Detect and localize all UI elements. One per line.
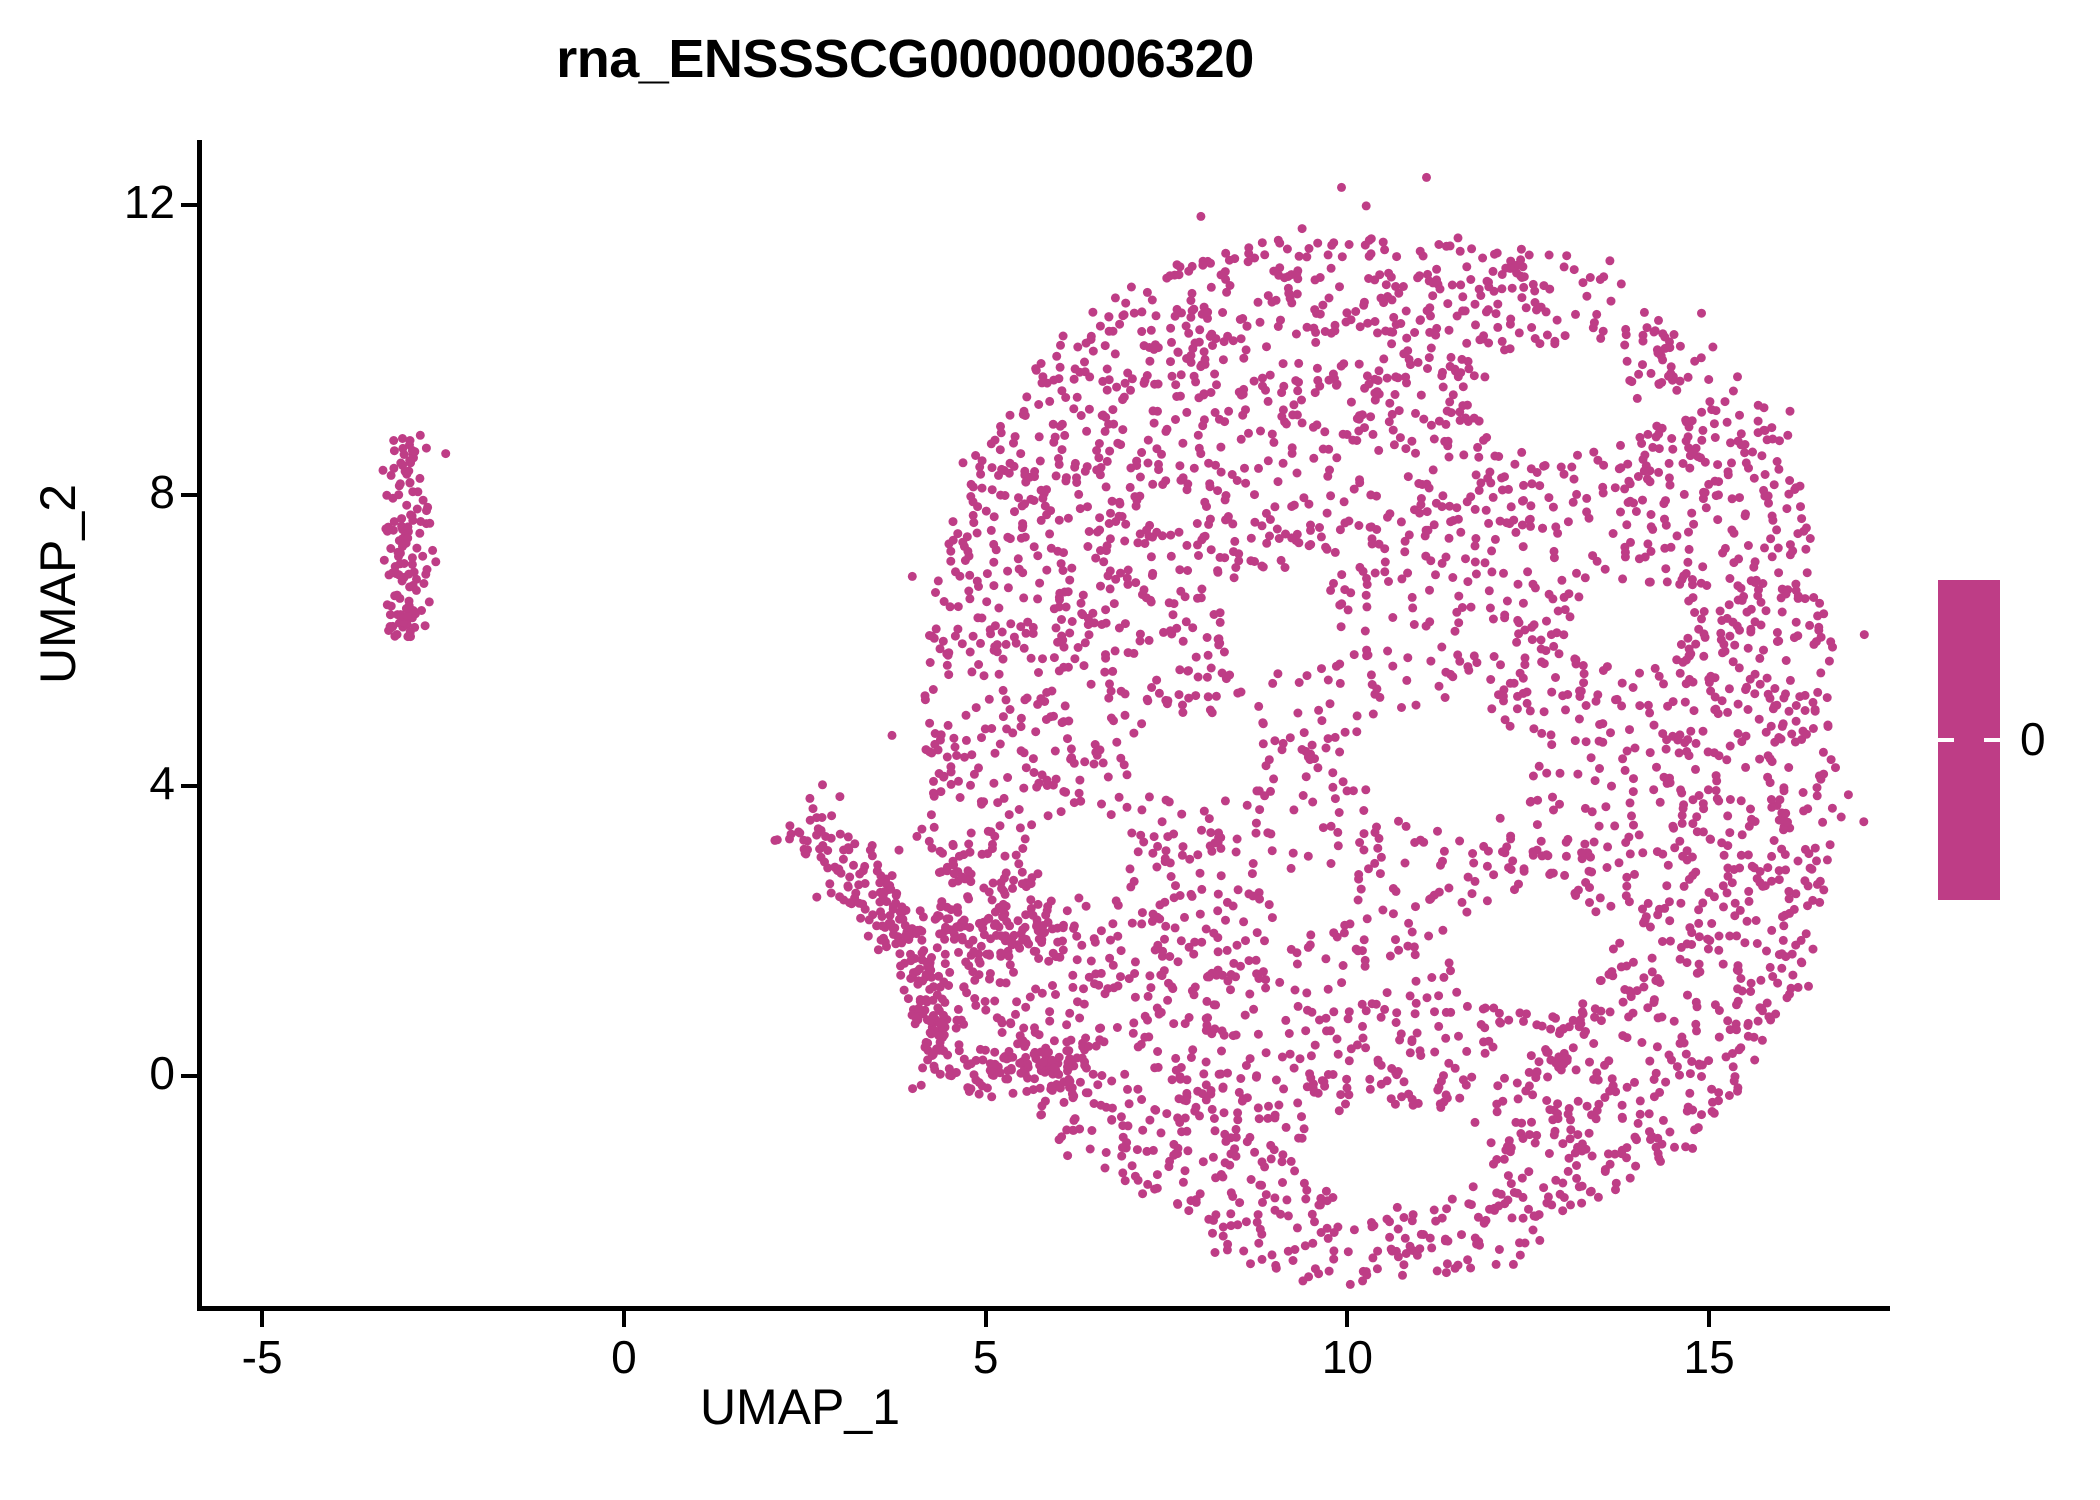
- x-tick-mark: [621, 1311, 626, 1327]
- x-axis-label: UMAP_1: [699, 1379, 901, 1435]
- y-tick-mark: [181, 783, 197, 788]
- x-tick-mark: [1707, 1311, 1712, 1327]
- y-tick-label: 4: [149, 756, 175, 809]
- y-tick-label: 0: [149, 1046, 175, 1099]
- y-tick-mark: [181, 1073, 197, 1078]
- colorbar-tick-right: [1984, 738, 2000, 742]
- x-tick-mark: [260, 1311, 265, 1327]
- x-tick-label: 15: [1683, 1331, 1735, 1383]
- y-axis-line: [197, 140, 202, 1308]
- y-tick-mark: [181, 203, 197, 208]
- y-tick-label: 8: [149, 466, 175, 519]
- scatter-plot-panel: [197, 140, 1890, 1308]
- x-tick-label: 5: [972, 1331, 999, 1383]
- x-tick-label: 0: [611, 1331, 637, 1383]
- colorbar-legend: 0: [1938, 580, 2098, 900]
- y-tick-mark: [181, 493, 197, 498]
- colorbar-tick-label: 0: [2020, 713, 2046, 765]
- x-tick-label: -5: [241, 1331, 283, 1383]
- scatter-points-layer: [378, 172, 1869, 1289]
- y-tick-label: 12: [123, 176, 175, 229]
- page-title: rna_ENSSSCG00000006320: [556, 29, 1254, 89]
- x-tick-mark: [1345, 1311, 1350, 1327]
- x-tick-mark: [983, 1311, 988, 1327]
- colorbar-tick-left: [1938, 738, 1954, 742]
- x-axis-line: [197, 1306, 1890, 1311]
- x-tick-label: 10: [1321, 1331, 1373, 1383]
